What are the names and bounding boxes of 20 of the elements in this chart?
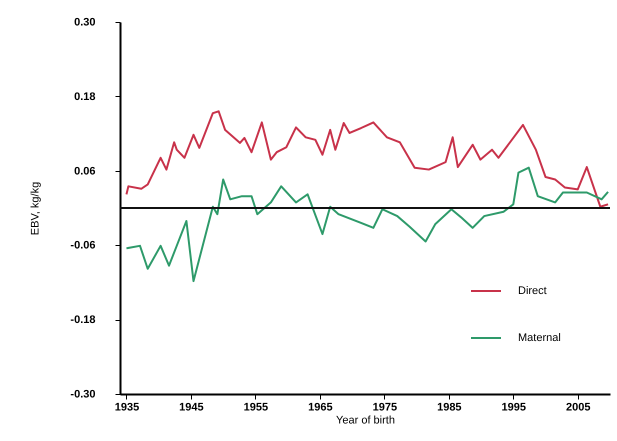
x-axis-title: Year of birth [336, 414, 395, 426]
y-tick-label: 0.30 [74, 16, 96, 28]
x-tick-label: 1935 [114, 402, 140, 414]
x-tick-label: 1975 [372, 402, 398, 414]
line-series [125, 110, 610, 208]
x-tick-label: 1955 [244, 402, 268, 414]
y-axis-title: EBV, kg/kg [29, 182, 42, 236]
x-tick-label: 1995 [502, 402, 526, 414]
x-tick-label: 1985 [437, 402, 462, 414]
x-tick-label: 2005 [566, 402, 591, 414]
y-tick-label: -0.30 [70, 388, 96, 400]
x-tick-label: 1965 [308, 402, 333, 414]
y-tick-label: -0.06 [70, 240, 96, 252]
x-tick-label: 1945 [179, 402, 204, 414]
y-tick-label: 0.18 [74, 90, 96, 103]
legend-label: Direct [518, 284, 547, 297]
line-series [125, 166, 610, 282]
legend-label: Maternal [518, 332, 561, 344]
y-tick-label: -0.18 [70, 314, 96, 326]
y-tick-label: 0.06 [74, 165, 96, 178]
